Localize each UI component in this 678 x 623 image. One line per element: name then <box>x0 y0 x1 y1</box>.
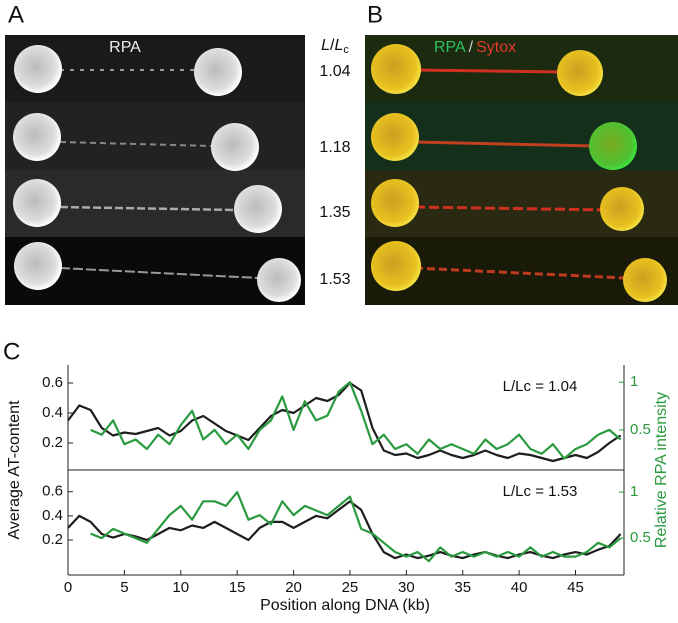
charts: 0.2 0.4 0.6 0.5 1 L/Lc = 1.04 Average AT-conte… <box>6 365 670 614</box>
separator: / <box>469 39 474 56</box>
x-tick-label: 15 <box>229 579 246 596</box>
ratio-value: 1.18 <box>319 139 350 156</box>
ratio-value: 1.53 <box>319 271 350 288</box>
y-tick-label: 0.6 <box>42 483 63 500</box>
y-tick-label: 0.4 <box>42 404 63 421</box>
annotation: L/Lc = 1.04 <box>503 378 578 395</box>
y2-tick-label: 1 <box>630 373 638 390</box>
x-tick-label: 45 <box>567 579 584 596</box>
panel-label: C <box>3 338 20 365</box>
ratio-part: L <box>334 37 343 54</box>
ratio-part: / <box>330 37 335 54</box>
x-axis-label: Position along DNA (kb) <box>260 597 430 614</box>
ratio-value: 1.04 <box>319 63 350 80</box>
panel-label: A <box>8 1 24 28</box>
panel-label: B <box>367 1 383 28</box>
y-axis-label: Average AT-content <box>6 400 23 540</box>
channel-label: Sytox <box>476 39 516 56</box>
panel-a-image <box>5 35 305 305</box>
x-tick-label: 25 <box>342 579 359 596</box>
data-line <box>67 381 622 463</box>
x-tick-label: 30 <box>398 579 415 596</box>
x-tick-label: 40 <box>511 579 528 596</box>
x-tick-label: 0 <box>64 579 72 596</box>
annotation: L/Lc = 1.53 <box>503 483 578 500</box>
x-tick-label: 10 <box>172 579 189 596</box>
y2-tick-label: 0.5 <box>630 529 651 546</box>
y-tick-label: 0.2 <box>42 531 63 548</box>
y-tick-label: 0.4 <box>42 507 63 524</box>
y-tick-label: 0.6 <box>42 374 63 391</box>
channel-label: RPA <box>109 39 141 56</box>
ratio-part: c <box>343 44 349 56</box>
data-line <box>67 500 622 560</box>
y2-tick-label: 0.5 <box>630 421 651 438</box>
x-tick-label: 5 <box>120 579 128 596</box>
x-tick-label: 20 <box>285 579 302 596</box>
ratio-rows: 1.04 1.18 1.35 1.53 <box>319 63 350 288</box>
y2-tick-label: 1 <box>630 483 638 500</box>
channel-label: RPA <box>434 39 466 56</box>
y-tick-label: 0.2 <box>42 434 63 451</box>
panel-b-image <box>365 35 678 305</box>
y2-axis-label: Relative RPA intensity <box>653 392 670 548</box>
ratio-header: L/Lc <box>321 37 349 56</box>
data-line <box>90 491 622 563</box>
channel-label: RPA / Sytox <box>434 39 516 56</box>
ratio-part: L <box>321 37 330 54</box>
ratio-value: 1.35 <box>319 204 350 221</box>
x-tick-label: 35 <box>454 579 471 596</box>
data-line <box>90 381 622 460</box>
